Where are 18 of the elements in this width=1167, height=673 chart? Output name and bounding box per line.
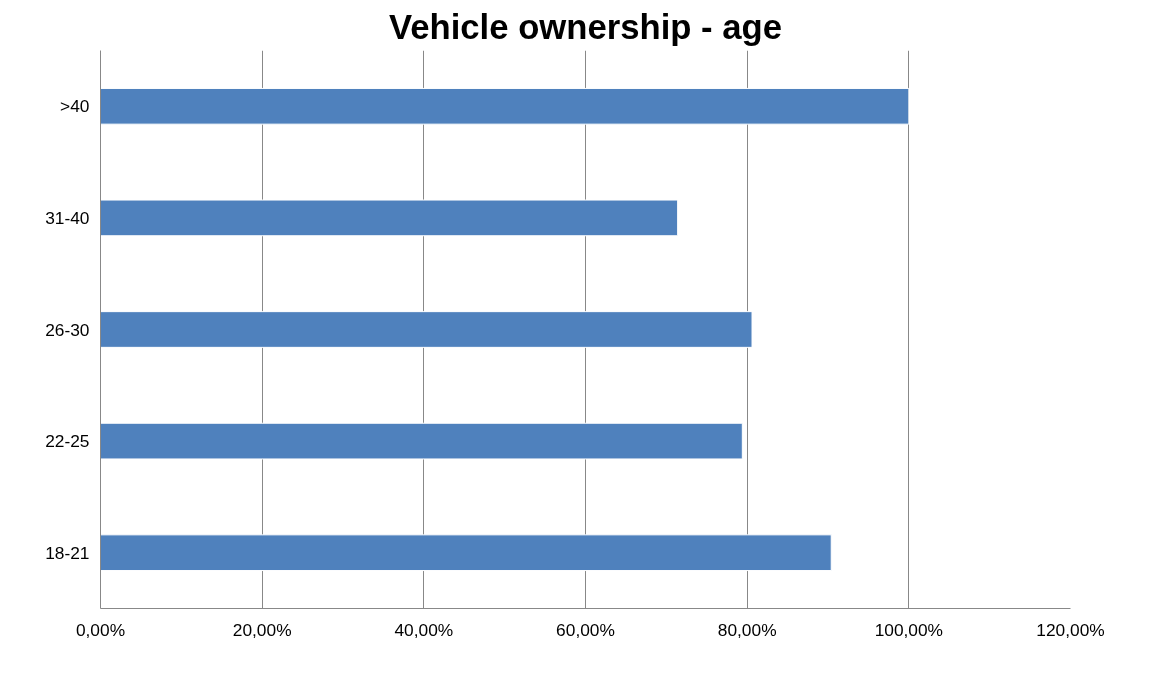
y-tick-label: 18-21 <box>45 542 90 563</box>
x-tick-label: 120,00% <box>1036 619 1105 640</box>
x-tick-label: 40,00% <box>394 619 454 640</box>
y-tick-label: 26-30 <box>45 319 90 340</box>
x-tick-label: 80,00% <box>717 619 777 640</box>
bar <box>100 311 753 348</box>
x-tick-label: 20,00% <box>232 619 292 640</box>
bar <box>100 534 832 572</box>
bar <box>100 199 679 237</box>
x-tick-label: 0,00% <box>75 619 126 640</box>
x-tick-label: 100,00% <box>874 619 944 640</box>
y-tick-label: 31-40 <box>45 207 90 228</box>
y-tick-label: >40 <box>60 96 90 117</box>
x-tick-label: 60,00% <box>556 619 615 640</box>
bar <box>100 87 910 125</box>
bar <box>100 422 743 460</box>
y-tick-label: 22-25 <box>45 431 90 452</box>
chart-title: Vehicle ownership - age <box>389 7 782 46</box>
